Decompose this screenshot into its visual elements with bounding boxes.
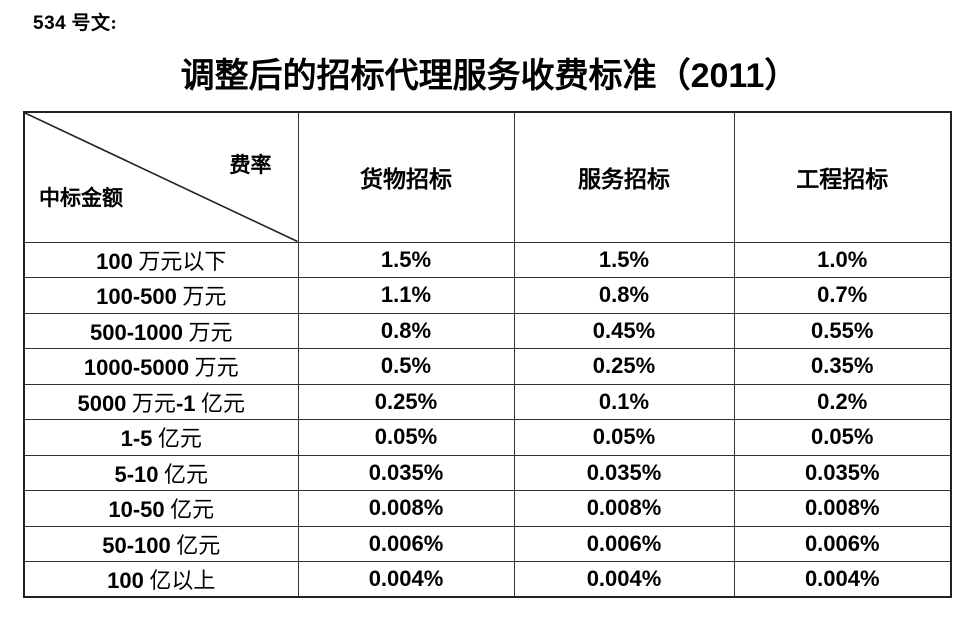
rate-cell: 0.004%	[733, 561, 952, 598]
table-row: 5-10 亿元 0.035% 0.035% 0.035%	[23, 454, 952, 491]
rate-cell: 0.8%	[297, 312, 515, 349]
amount-cell: 10-50 亿元	[23, 490, 299, 527]
column-header-goods-bidding: 货物招标	[297, 111, 515, 243]
column-header-service-bidding: 服务招标	[513, 111, 735, 243]
rate-cell: 0.05%	[297, 419, 515, 456]
amount-cell: 100 万元以下	[23, 241, 299, 278]
rate-cell: 0.035%	[733, 454, 952, 491]
rate-cell: 0.008%	[297, 490, 515, 527]
fee-table: 费率 中标金额 货物招标 服务招标 工程招标 100 万元以下 1.5% 1.5% 1…	[23, 111, 952, 598]
amount-cell: 1-5 亿元	[23, 419, 299, 456]
corner-header-cell: 费率 中标金额	[23, 111, 299, 243]
fee-table-body: 100 万元以下 1.5% 1.5% 1.0% 100-500 万元 1.1% 0.8% 0.…	[23, 241, 952, 598]
amount-cell: 100 亿以上	[23, 561, 299, 598]
table-row: 50-100 亿元 0.006% 0.006% 0.006%	[23, 525, 952, 562]
doc-number-label: 534 号文:	[33, 13, 118, 34]
amount-cell: 1000-5000 万元	[23, 348, 299, 385]
rate-cell: 0.006%	[733, 525, 952, 562]
table-row: 10-50 亿元 0.008% 0.008% 0.008%	[23, 490, 952, 527]
table-row: 100 万元以下 1.5% 1.5% 1.0%	[23, 241, 952, 278]
amount-cell: 5000 万元-1 亿元	[23, 383, 299, 420]
corner-label-bid-amount: 中标金额	[39, 185, 123, 210]
rate-cell: 0.006%	[513, 525, 735, 562]
page-title: 调整后的招标代理服务收费标准（2011）	[180, 57, 799, 95]
rate-cell: 0.035%	[513, 454, 735, 491]
table-row: 100-500 万元 1.1% 0.8% 0.7%	[23, 277, 952, 314]
rate-cell: 0.5%	[297, 348, 515, 385]
rate-cell: 0.8%	[513, 277, 735, 314]
rate-cell: 1.1%	[297, 277, 515, 314]
amount-cell: 500-1000 万元	[23, 312, 299, 349]
amount-cell: 50-100 亿元	[23, 525, 299, 562]
rate-cell: 0.25%	[513, 348, 735, 385]
diagonal-divider-line	[25, 113, 298, 242]
rate-cell: 0.004%	[297, 561, 515, 598]
rate-cell: 0.45%	[513, 312, 735, 349]
table-row: 5000 万元-1 亿元 0.25% 0.1% 0.2%	[23, 383, 952, 420]
header-row: 费率 中标金额 货物招标 服务招标 工程招标	[23, 111, 952, 243]
rate-cell: 0.035%	[297, 454, 515, 491]
rate-cell: 0.008%	[733, 490, 952, 527]
corner-label-rate: 费率	[229, 153, 272, 177]
rate-cell: 0.006%	[297, 525, 515, 562]
rate-cell: 0.7%	[733, 277, 952, 314]
rate-cell: 0.004%	[513, 561, 735, 598]
amount-cell: 5-10 亿元	[23, 454, 299, 491]
rate-cell: 1.0%	[733, 241, 952, 278]
table-row: 1000-5000 万元 0.5% 0.25% 0.35%	[23, 348, 952, 385]
rate-cell: 0.25%	[297, 383, 515, 420]
rate-cell: 0.05%	[733, 419, 952, 456]
rate-cell: 0.35%	[733, 348, 952, 385]
rate-cell: 0.1%	[513, 383, 735, 420]
table-row: 1-5 亿元 0.05% 0.05% 0.05%	[23, 419, 952, 456]
amount-cell: 100-500 万元	[23, 277, 299, 314]
rate-cell: 1.5%	[513, 241, 735, 278]
table-row: 500-1000 万元 0.8% 0.45% 0.55%	[23, 312, 952, 349]
column-header-engineering-bidding: 工程招标	[733, 111, 952, 243]
rate-cell: 0.2%	[733, 383, 952, 420]
table-row: 100 亿以上 0.004% 0.004% 0.004%	[23, 561, 952, 598]
rate-cell: 0.008%	[513, 490, 735, 527]
rate-cell: 0.05%	[513, 419, 735, 456]
rate-cell: 1.5%	[297, 241, 515, 278]
rate-cell: 0.55%	[733, 312, 952, 349]
